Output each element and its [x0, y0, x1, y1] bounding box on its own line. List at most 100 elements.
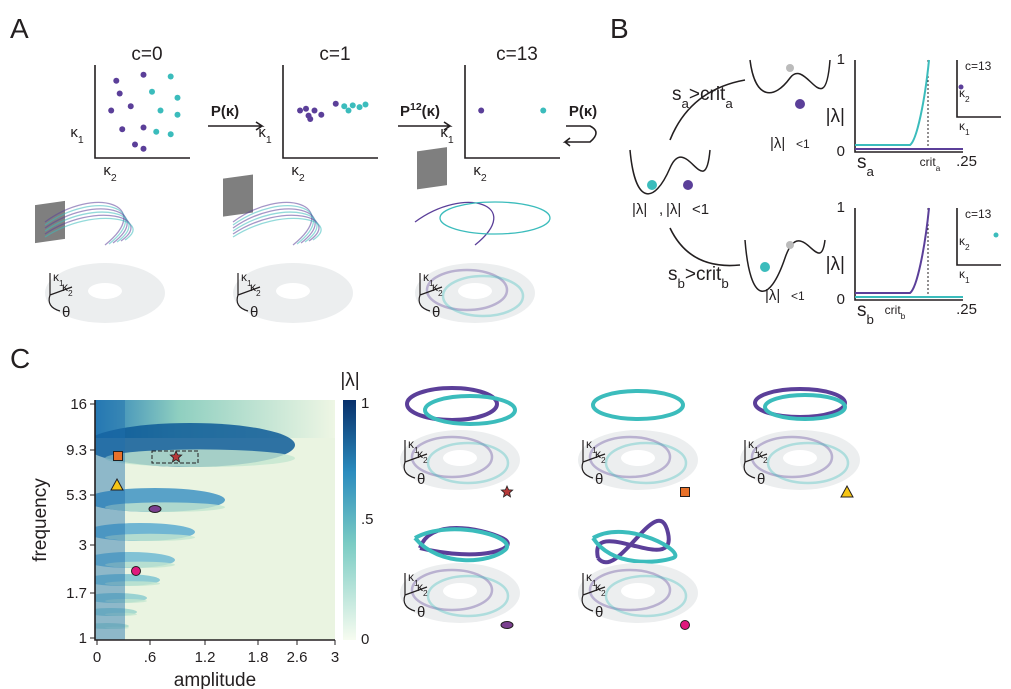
marker	[501, 486, 512, 497]
y-label: |λ|	[826, 106, 845, 127]
eigen-label: <1	[791, 289, 805, 303]
marker	[681, 621, 690, 630]
eigen-label: |λ|	[770, 135, 785, 152]
state	[786, 64, 794, 72]
x-tick-label: .6	[144, 649, 157, 666]
point	[341, 103, 347, 109]
point	[168, 131, 174, 137]
y-label: frequency	[30, 478, 51, 562]
eigen-label: |λ|	[666, 201, 681, 218]
x-tick-label: .25	[956, 301, 977, 318]
trajectory	[440, 202, 550, 234]
x-tick-label: .25	[956, 153, 977, 170]
x-tick-label: 0	[93, 649, 101, 666]
x-tick-label: critb	[885, 303, 906, 321]
point	[117, 91, 123, 97]
marker	[114, 452, 123, 461]
x-label: κ2	[473, 162, 487, 184]
point	[141, 146, 147, 152]
state	[795, 99, 805, 109]
figure: A B C c=0κ1κ2κ1κ2θc=1κ1κ2κ1κ2θc=13κ1κ2κ1…	[0, 0, 1011, 689]
point	[158, 108, 164, 114]
x-label: amplitude	[174, 670, 256, 689]
arrow	[565, 126, 596, 146]
state	[760, 262, 770, 272]
marker	[501, 622, 513, 629]
map-label: P(κ)	[569, 103, 597, 120]
panel-label: A	[10, 13, 29, 44]
axis-label: θ	[432, 304, 440, 321]
y-tick-label: 1	[837, 51, 845, 68]
marker	[681, 488, 690, 497]
axis-label: θ	[595, 604, 603, 621]
x-tick-label: crita	[920, 155, 941, 173]
torus-hole	[621, 583, 655, 599]
y-label: |λ|	[826, 254, 845, 275]
point	[168, 74, 174, 80]
y-tick-label: 1	[837, 199, 845, 216]
map-label: P(κ)	[211, 103, 239, 120]
y-tick-label: 1	[79, 630, 87, 647]
point	[959, 85, 964, 90]
eigen-label: ,	[659, 201, 663, 218]
colorbar-tick: 1	[361, 395, 369, 412]
axis	[855, 60, 963, 152]
arrow	[670, 228, 740, 266]
inset-title: c=13	[965, 59, 992, 73]
arrow	[208, 122, 262, 130]
section-plane	[417, 147, 447, 189]
point	[113, 78, 119, 84]
colorbar-tick: 0	[361, 631, 369, 648]
point	[350, 102, 356, 108]
point	[994, 233, 999, 238]
plot-title: c=13	[496, 44, 538, 65]
point	[357, 104, 363, 110]
point	[297, 108, 303, 114]
state	[786, 241, 794, 249]
torus-hole	[443, 450, 477, 466]
y-label: κ1	[70, 124, 84, 146]
torus-hole	[783, 450, 817, 466]
panel-label: B	[610, 13, 629, 44]
torus-hole	[276, 283, 310, 299]
point	[175, 95, 181, 101]
inset-label: κ2	[959, 234, 970, 252]
point	[333, 101, 339, 107]
point	[303, 106, 309, 112]
point	[119, 126, 125, 132]
condition: sb>critb	[668, 264, 729, 291]
point	[307, 116, 313, 122]
x-tick-label: 1.2	[195, 649, 216, 666]
potential-well	[630, 150, 710, 194]
potential-well	[745, 240, 825, 291]
axis-label: θ	[250, 304, 258, 321]
inset-label: κ1	[959, 267, 970, 285]
plot-title: c=0	[131, 44, 162, 65]
plot-title: c=1	[319, 44, 350, 65]
point	[363, 102, 369, 108]
x-tick-label: 1.8	[248, 649, 269, 666]
eigen-label: |λ|	[632, 201, 647, 218]
marker	[841, 486, 853, 497]
x-tick-label: sa	[857, 152, 875, 179]
eigen-label: <1	[692, 201, 709, 218]
x-label: κ2	[103, 162, 117, 184]
y-tick-label: 16	[70, 396, 87, 413]
torus-hole	[621, 450, 655, 466]
point	[128, 103, 134, 109]
y-tick-label: 0	[837, 291, 845, 308]
eigen-label: <1	[796, 137, 810, 151]
point	[149, 89, 155, 95]
eigen-label: |λ|	[765, 287, 780, 304]
point	[318, 112, 324, 118]
loop	[593, 391, 683, 419]
curve	[855, 208, 929, 293]
colorbar-label: |λ|	[340, 370, 359, 391]
point	[478, 108, 484, 114]
torus-hole	[88, 283, 122, 299]
inset-label: κ1	[959, 119, 970, 137]
colorbar-tick: .5	[361, 511, 374, 528]
colorbar	[343, 400, 356, 640]
inset-title: c=13	[965, 207, 992, 221]
x-tick-label: 3	[331, 649, 339, 666]
